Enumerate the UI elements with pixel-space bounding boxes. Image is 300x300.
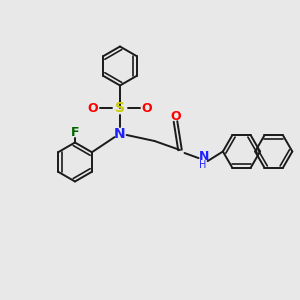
Text: O: O: [170, 110, 181, 123]
Text: F: F: [71, 126, 79, 140]
Text: N: N: [199, 150, 209, 164]
Text: H: H: [199, 160, 206, 170]
Text: N: N: [114, 127, 126, 140]
Text: S: S: [115, 101, 125, 115]
Text: O: O: [88, 101, 98, 115]
Text: O: O: [142, 101, 152, 115]
